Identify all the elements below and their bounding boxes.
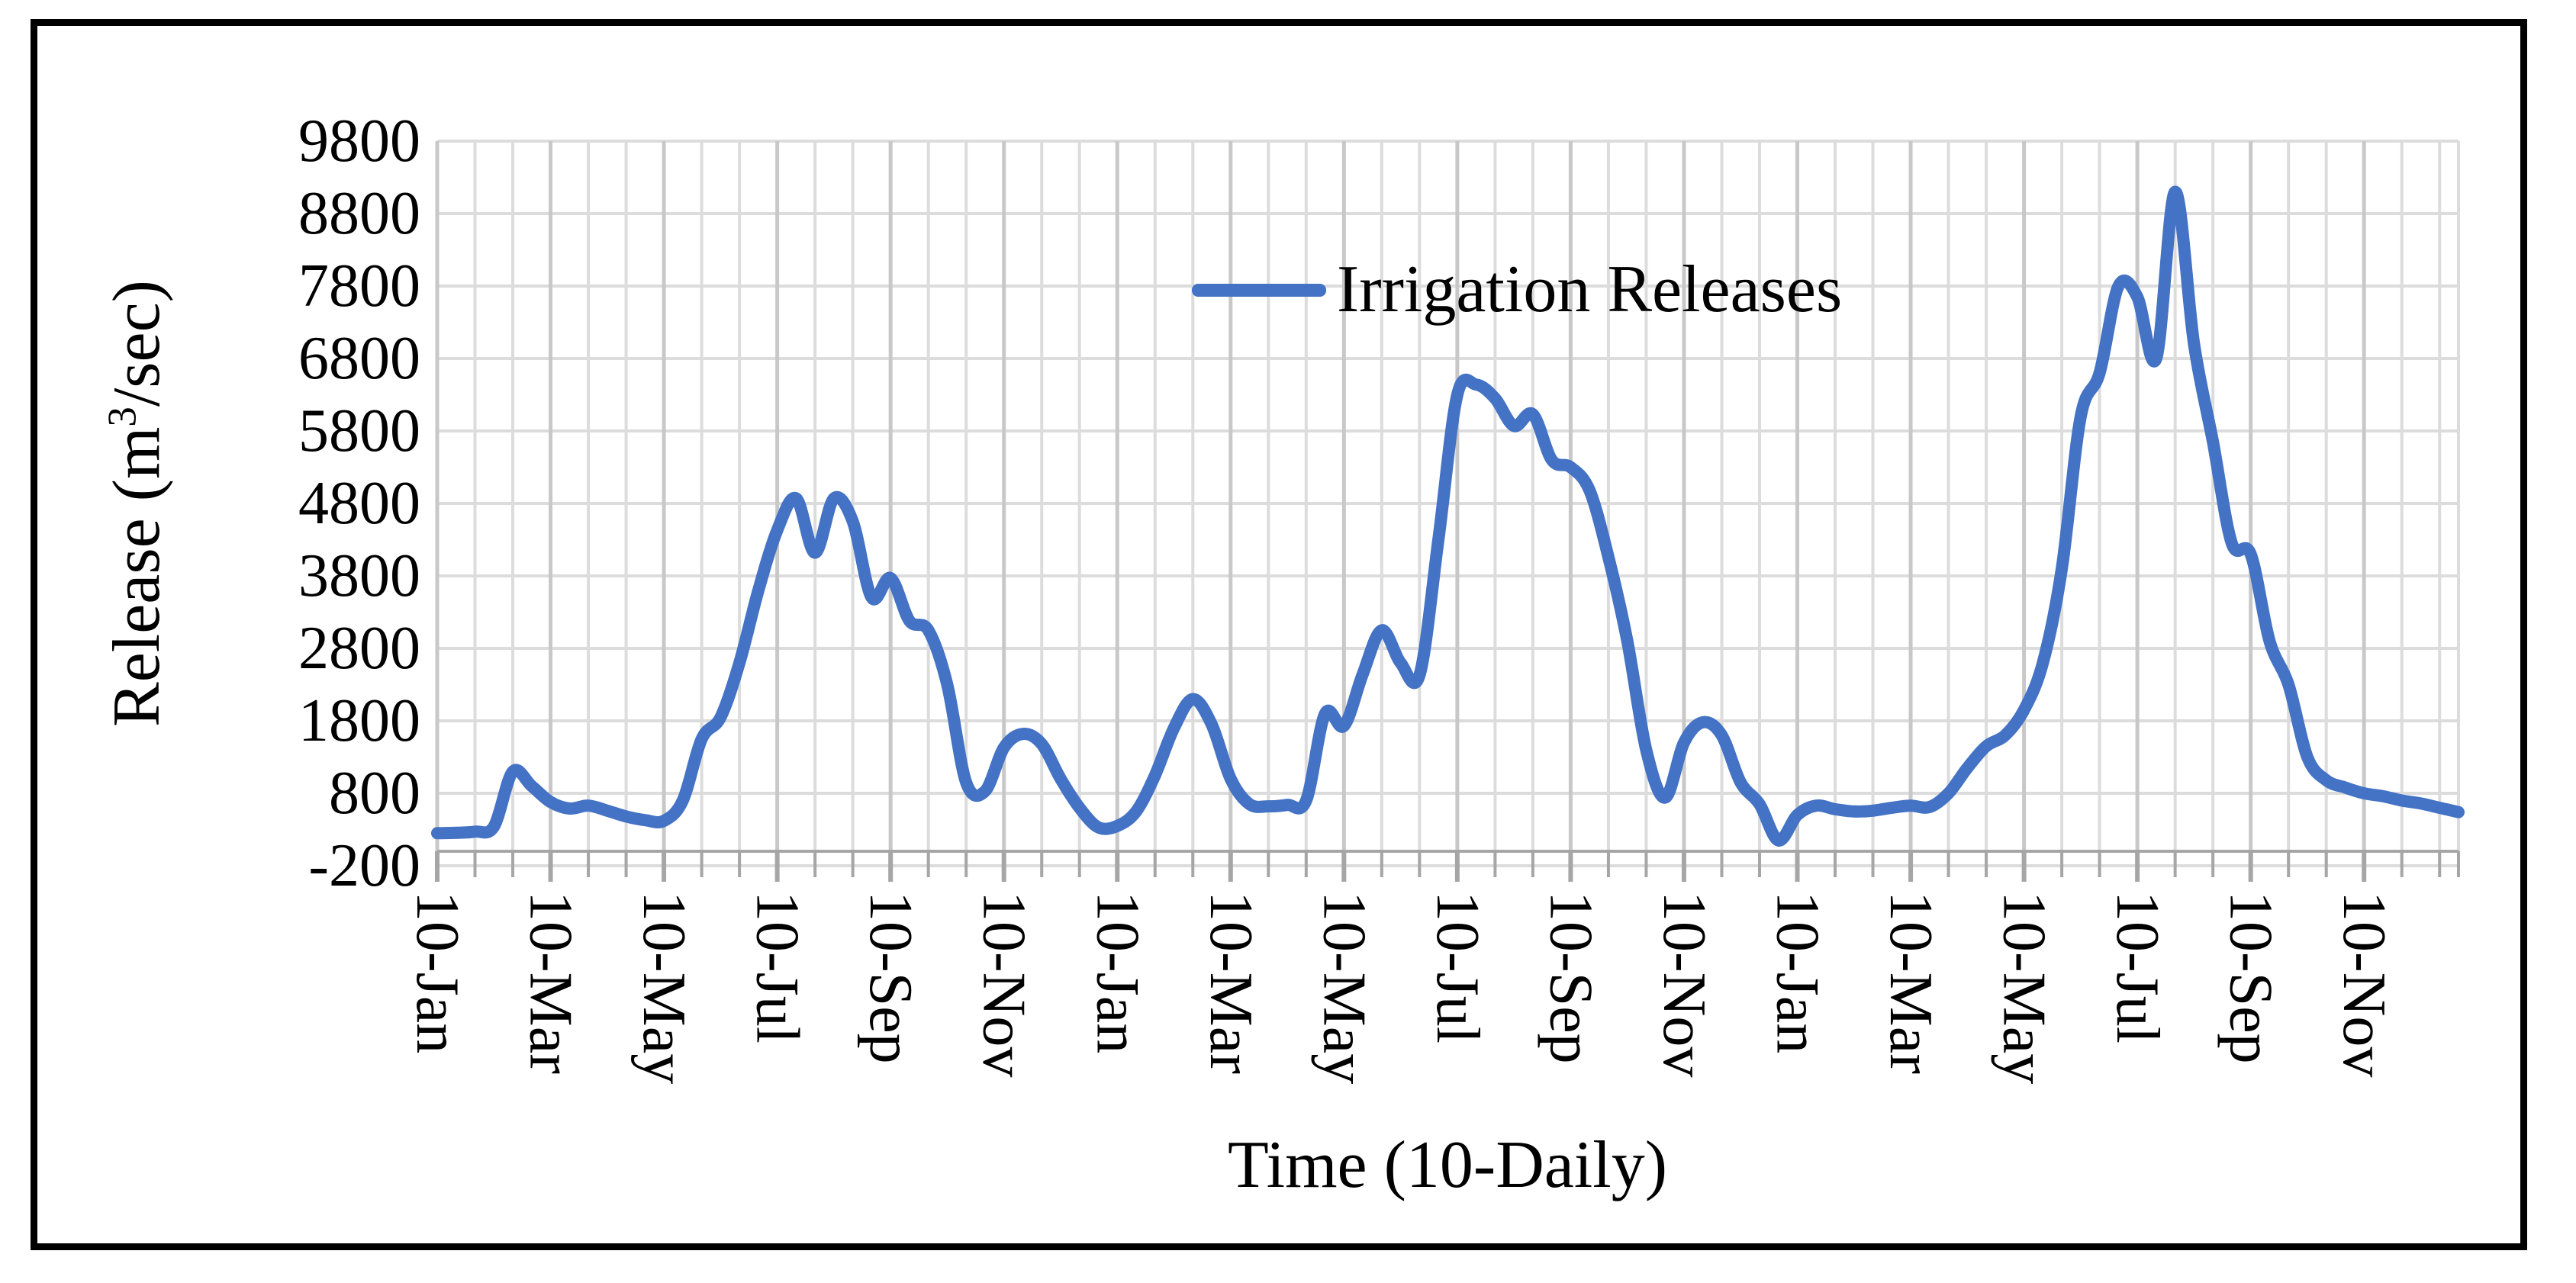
x-tick-label: 10-Jul [743, 891, 811, 1043]
x-tick-label: 10-Jul [1423, 891, 1491, 1043]
x-tick-label: 10-Jul [2104, 891, 2172, 1043]
y-axis-title: Release (m3/sec) [100, 280, 174, 727]
x-tick-label: 10-Sep [857, 891, 925, 1064]
y-tick-label: 8800 [298, 180, 420, 247]
x-tick-label: 10-May [1990, 891, 2058, 1085]
series-line [431, 185, 2465, 847]
y-tick-label: 2800 [298, 615, 420, 682]
y-tick-label: 5800 [298, 397, 420, 465]
y-tick-label: 9800 [298, 108, 420, 175]
legend-line-sample-icon [1192, 283, 1326, 297]
chart-border [31, 19, 2527, 1250]
x-tick-label: 10-Jan [404, 891, 471, 1054]
y-tick-label: 4800 [298, 470, 420, 537]
x-tick-label: 10-Sep [1537, 891, 1605, 1064]
x-tick-label: 10-Mar [1196, 891, 1264, 1074]
y-tick-label: 800 [329, 760, 420, 827]
y-axis-title-superscript: 3 [100, 407, 145, 427]
x-tick-label: 10-Jan [1084, 891, 1151, 1054]
y-tick-label: 7800 [298, 252, 420, 320]
y-tick-label: 3800 [298, 542, 420, 609]
y-tick-label: 6800 [298, 325, 420, 392]
legend: Irrigation Releases [1192, 250, 1842, 330]
x-tick-label: 10-Nov [1650, 891, 1718, 1078]
x-tick-label: 10-Mar [517, 891, 584, 1074]
x-tick-label: 10-Jan [1763, 891, 1831, 1054]
y-tick-label: -200 [308, 832, 420, 899]
x-axis-title: Time (10-Daily) [1227, 1128, 1668, 1202]
legend-series-label: Irrigation Releases [1337, 252, 1843, 326]
x-tick-label: 10-Sep [2217, 891, 2285, 1064]
y-tick-label: 1800 [298, 687, 420, 754]
x-tick-label: 10-Mar [1877, 891, 1945, 1074]
x-tick-label: 10-Nov [2330, 891, 2398, 1078]
x-tick-label: 10-Nov [970, 891, 1038, 1078]
x-tick-label: 10-May [1310, 891, 1378, 1085]
x-tick-label: 10-May [630, 891, 698, 1085]
